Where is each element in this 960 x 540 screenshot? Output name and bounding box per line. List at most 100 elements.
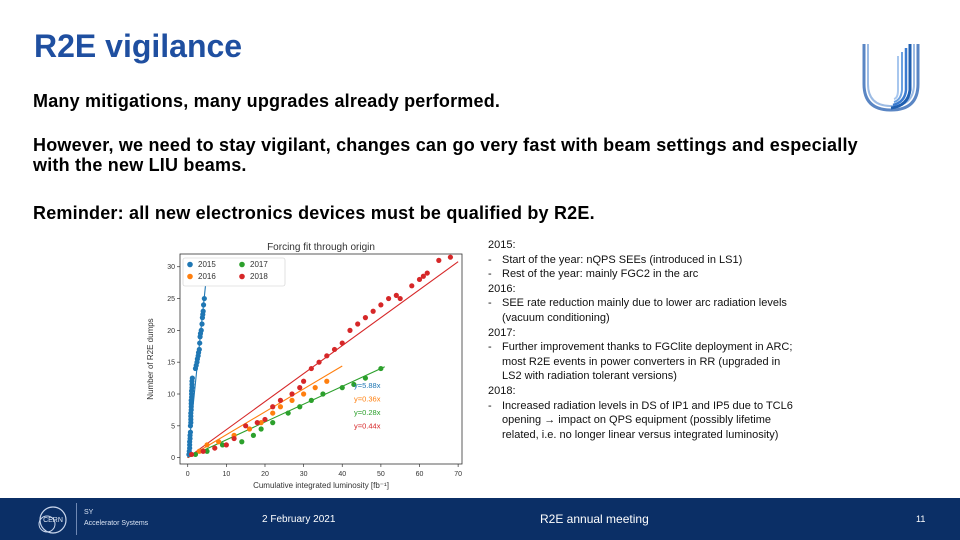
y-tick-label: 5 xyxy=(171,423,175,430)
data-point-2017 xyxy=(258,426,264,432)
data-point-2016 xyxy=(204,442,210,448)
data-point-2018 xyxy=(243,423,249,429)
data-point-2018 xyxy=(424,270,430,276)
department-code: SY xyxy=(84,509,94,516)
bullet-dash: - xyxy=(488,297,492,310)
data-point-2018 xyxy=(347,327,353,333)
data-point-2017 xyxy=(297,404,303,410)
note-year-heading: 2016: xyxy=(488,282,516,295)
svg-text:CERN: CERN xyxy=(43,517,63,524)
x-tick-label: 10 xyxy=(222,471,230,478)
note-bullet-text: SEE rate reduction mainly due to lower a… xyxy=(502,297,787,324)
legend-label-2018: 2018 xyxy=(250,272,268,281)
data-point-2016 xyxy=(277,404,284,410)
slope-label-2018: y=0.44x xyxy=(354,422,381,431)
slope-label-2017: y=0.28x xyxy=(354,408,381,417)
legend-label-2015: 2015 xyxy=(198,260,216,269)
legend-label-2017: 2017 xyxy=(250,260,268,269)
data-point-2016 xyxy=(196,448,202,454)
data-point-2017 xyxy=(192,451,199,458)
data-point-2018 xyxy=(254,420,260,426)
data-point-2016 xyxy=(289,397,295,403)
data-point-2018 xyxy=(270,404,276,410)
data-point-2018 xyxy=(331,346,338,353)
department-name: SY Accelerator Systems xyxy=(84,507,148,529)
data-point-2018 xyxy=(355,321,361,327)
data-point-2018 xyxy=(436,257,442,263)
data-point-2016 xyxy=(246,426,253,432)
data-point-2017 xyxy=(250,432,256,438)
y-tick-label: 0 xyxy=(171,455,175,462)
data-point-2015 xyxy=(198,327,204,333)
data-point-2018 xyxy=(339,340,345,346)
data-point-2018 xyxy=(297,385,303,391)
data-point-2018 xyxy=(378,302,384,308)
data-point-2017 xyxy=(308,397,314,403)
note-bullet: - SEE rate reduction mainly due to lower … xyxy=(488,296,798,325)
data-point-2016 xyxy=(312,385,318,391)
data-point-2018 xyxy=(420,273,426,279)
y-axis-label: Number of R2E dumps xyxy=(146,318,155,399)
bullet-dash: - xyxy=(488,341,492,354)
data-point-2018 xyxy=(223,442,229,448)
data-point-2015 xyxy=(199,321,205,327)
data-point-2018 xyxy=(409,283,415,289)
data-point-2018 xyxy=(277,397,284,403)
data-point-2015 xyxy=(196,346,202,353)
data-point-2015 xyxy=(201,295,207,302)
data-point-2018 xyxy=(362,315,369,321)
data-point-2018 xyxy=(301,378,307,384)
data-point-2017 xyxy=(362,375,369,381)
y-tick-label: 20 xyxy=(167,328,175,335)
data-point-2018 xyxy=(447,254,454,260)
footer-date: 2 February 2021 xyxy=(262,514,336,525)
note-bullet-text: Start of the year: nQPS SEEs (introduced… xyxy=(502,253,743,266)
data-point-2018 xyxy=(397,295,403,302)
footer-meeting: R2E annual meeting xyxy=(540,512,649,526)
bullet-dash: - xyxy=(488,399,492,412)
data-point-2018 xyxy=(289,391,295,397)
footer-divider xyxy=(76,503,77,535)
data-point-2018 xyxy=(308,365,314,372)
legend-label-2016: 2016 xyxy=(198,272,216,281)
data-point-2017 xyxy=(204,448,210,454)
note-bullet: - Rest of the year: mainly FGC2 in the ar… xyxy=(488,267,798,282)
data-point-2018 xyxy=(262,416,268,423)
data-point-2018 xyxy=(393,292,399,298)
y-tick-label: 25 xyxy=(167,296,175,303)
data-point-2018 xyxy=(316,359,322,365)
data-point-2017 xyxy=(378,365,384,372)
paragraph-vigilance: However, we need to stay vigilant, chang… xyxy=(33,135,858,175)
data-point-2016 xyxy=(301,391,307,397)
department-full-name: Accelerator Systems xyxy=(84,520,149,527)
legend-marker-2016 xyxy=(187,273,193,280)
data-point-2017 xyxy=(339,385,345,391)
slope-label-2015: y=5.88x xyxy=(354,381,381,390)
legend-marker-2015 xyxy=(187,261,193,268)
x-tick-label: 30 xyxy=(300,471,308,478)
x-tick-label: 50 xyxy=(377,471,385,478)
x-axis-label: Cumulative integrated luminosity [fb⁻¹] xyxy=(253,481,389,490)
note-bullet: - Increased radiation levels in DS of IP1… xyxy=(488,399,798,443)
x-tick-label: 60 xyxy=(416,471,424,478)
fit-line-2016 xyxy=(187,365,343,459)
plot-frame xyxy=(179,253,463,465)
bullet-dash: - xyxy=(488,253,492,266)
data-point-2017 xyxy=(285,410,291,416)
data-point-2015 xyxy=(200,308,206,314)
y-tick-label: 30 xyxy=(167,264,175,271)
note-year-heading: 2017: xyxy=(488,326,516,339)
data-point-2016 xyxy=(216,439,222,445)
note-bullet-text: Rest of the year: mainly FGC2 in the arc xyxy=(502,268,699,281)
data-point-2018 xyxy=(200,448,206,454)
data-point-2016 xyxy=(270,410,276,416)
paragraph-mitigations: Many mitigations, many upgrades already … xyxy=(33,91,501,111)
x-tick-label: 70 xyxy=(454,471,462,478)
note-year-heading: 2018: xyxy=(488,384,516,397)
legend-box xyxy=(182,257,286,287)
note-bullet: - Start of the year: nQPS SEEs (introduce… xyxy=(488,253,798,268)
legend-marker-2018 xyxy=(239,273,245,280)
x-tick-label: 40 xyxy=(338,471,346,478)
legend-marker-2017 xyxy=(239,261,245,268)
